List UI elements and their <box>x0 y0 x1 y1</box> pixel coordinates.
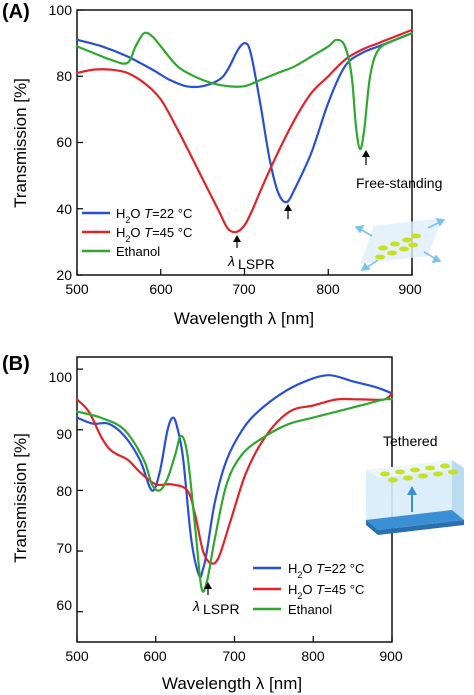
flow-arrow-shaft <box>423 251 437 260</box>
panel-a-legend-label-blue: H2O T=22 °C <box>116 206 192 225</box>
panel-b-series-line-blue <box>75 374 394 579</box>
panel-a-legend-label-red: H2O T=45 °C <box>116 225 192 244</box>
nanoparticle-dot <box>440 463 450 469</box>
flow-arrow-shaft <box>427 221 441 229</box>
tethered-substrate-side <box>366 520 378 535</box>
panel-b-legend-label-red: H2O T=45 °C <box>288 582 364 601</box>
tethered-block-side <box>452 460 464 520</box>
panel-b-lambda-symbol: λ <box>192 598 200 614</box>
nanoparticle-dot <box>408 242 418 248</box>
nanoparticle-dot <box>418 473 428 479</box>
panel-a-legend-label-green: Ethanol <box>116 244 160 259</box>
panel-a-series-line-blue <box>75 32 414 204</box>
panel-a-blue-min-arrowhead <box>284 204 292 211</box>
panel-b-xtick: 800 <box>301 648 325 664</box>
panel-a-lambda-symbol: λ <box>227 253 235 269</box>
panel-a-xtick: 900 <box>398 281 422 297</box>
panel-a-ticks <box>76 9 413 276</box>
nanoparticle-dot <box>448 469 458 475</box>
panel-a-series <box>75 28 414 234</box>
panel-b-ticks <box>76 368 393 642</box>
panel-b: (B) 500 600 700 800 900 60 70 80 90 100 … <box>2 353 464 693</box>
flow-arrow-shaft <box>359 228 373 237</box>
panel-a-free-standing-label: Free-standing <box>356 175 442 191</box>
panel-b-y-axis-title: Transmission [%] <box>11 433 30 563</box>
nanoparticle-dot <box>380 471 390 477</box>
panel-b-series-line-green <box>75 397 394 593</box>
nanoparticle-dot <box>425 465 435 471</box>
panel-a-ytick: 60 <box>56 134 72 150</box>
nanoparticle-dot <box>388 477 398 483</box>
nanoparticle-dot <box>387 250 397 256</box>
nanoparticle-dot <box>403 475 413 481</box>
panel-b-ytick: 60 <box>56 597 72 613</box>
nanoparticle-dot <box>402 237 412 243</box>
panel-a-green-min-arrowhead <box>362 150 370 157</box>
flow-arrowhead <box>360 262 371 272</box>
panel-b-lambda-subscript: LSPR <box>203 601 240 617</box>
panel-b-series-line-red <box>75 392 394 565</box>
panel-b-xtick: 900 <box>379 648 403 664</box>
panel-a-legend: H2O T=22 °C H2O T=45 °C Ethanol <box>82 206 192 259</box>
panel-b-ytick: 70 <box>56 540 72 556</box>
panel-b-ytick: 90 <box>56 426 72 442</box>
panel-a-xtick: 600 <box>149 281 173 297</box>
panel-a-series-line-red <box>75 28 414 234</box>
panel-a: (A) 500 600 700 800 900 20 40 60 80 100 … <box>2 1 446 328</box>
panel-b-series <box>75 374 394 593</box>
nanoparticle-dot <box>410 467 420 473</box>
tethered-substrate-top <box>366 510 464 530</box>
panel-b-legend: H2O T=22 °C H2O T=45 °C Ethanol <box>253 561 364 617</box>
nanoparticle-dot <box>375 254 385 260</box>
tethered-substrate-front <box>378 520 464 535</box>
panel-a-ytick: 80 <box>56 68 72 84</box>
panel-a-small-arrows <box>284 150 370 219</box>
nanoparticle-dot <box>399 246 409 252</box>
free-standing-illustration <box>354 217 446 272</box>
panel-b-lspr-annotation: λ LSPR <box>192 582 240 617</box>
panel-a-xtick: 800 <box>316 281 340 297</box>
panel-a-ytick: 40 <box>56 201 72 217</box>
panel-a-ytick: 100 <box>49 2 73 18</box>
nanoparticle-dot <box>411 233 421 239</box>
panel-a-xtick: 700 <box>232 281 256 297</box>
flow-arrowhead <box>354 224 365 234</box>
panel-a-lspr-annotation: λ LSPR <box>227 235 275 272</box>
nanoparticle-dot <box>433 471 443 477</box>
tethered-illustration <box>366 460 464 535</box>
panel-b-label: (B) <box>2 353 30 375</box>
panel-a-ytick: 20 <box>56 267 72 283</box>
free-standing-flow-arrows <box>354 217 446 272</box>
panel-a-label: (A) <box>2 1 30 23</box>
panel-b-lspr-arrowhead <box>204 582 212 589</box>
free-standing-membrane <box>360 218 442 264</box>
panel-b-legend-label-blue: H2O T=22 °C <box>288 561 364 580</box>
panel-b-xtick: 500 <box>65 648 89 664</box>
flow-arrowhead <box>431 254 442 264</box>
panel-a-y-axis-title: Transmission [%] <box>11 78 30 208</box>
panel-b-tethered-label: Tethered <box>383 433 437 449</box>
panel-a-x-axis-title: Wavelength λ [nm] <box>174 309 314 328</box>
panel-b-legend-label-green: Ethanol <box>288 602 332 617</box>
panel-a-lambda-subscript: LSPR <box>238 256 275 272</box>
nanoparticle-dot <box>395 469 405 475</box>
panel-b-x-axis-title: Wavelength λ [nm] <box>162 674 302 693</box>
panel-b-xtick: 600 <box>143 648 167 664</box>
panel-b-ytick: 100 <box>49 369 73 385</box>
panel-a-series-line-green <box>75 31 414 151</box>
flow-arrowhead <box>435 217 446 227</box>
panel-b-xtick: 700 <box>222 648 246 664</box>
tethered-flow-arrowhead <box>407 486 417 495</box>
nanoparticle-dot <box>378 245 388 251</box>
panel-b-ytick: 80 <box>56 483 72 499</box>
nanoparticle-dot <box>390 241 400 247</box>
panel-a-xtick: 500 <box>65 281 89 297</box>
panel-a-lspr-arrowhead <box>233 235 241 242</box>
